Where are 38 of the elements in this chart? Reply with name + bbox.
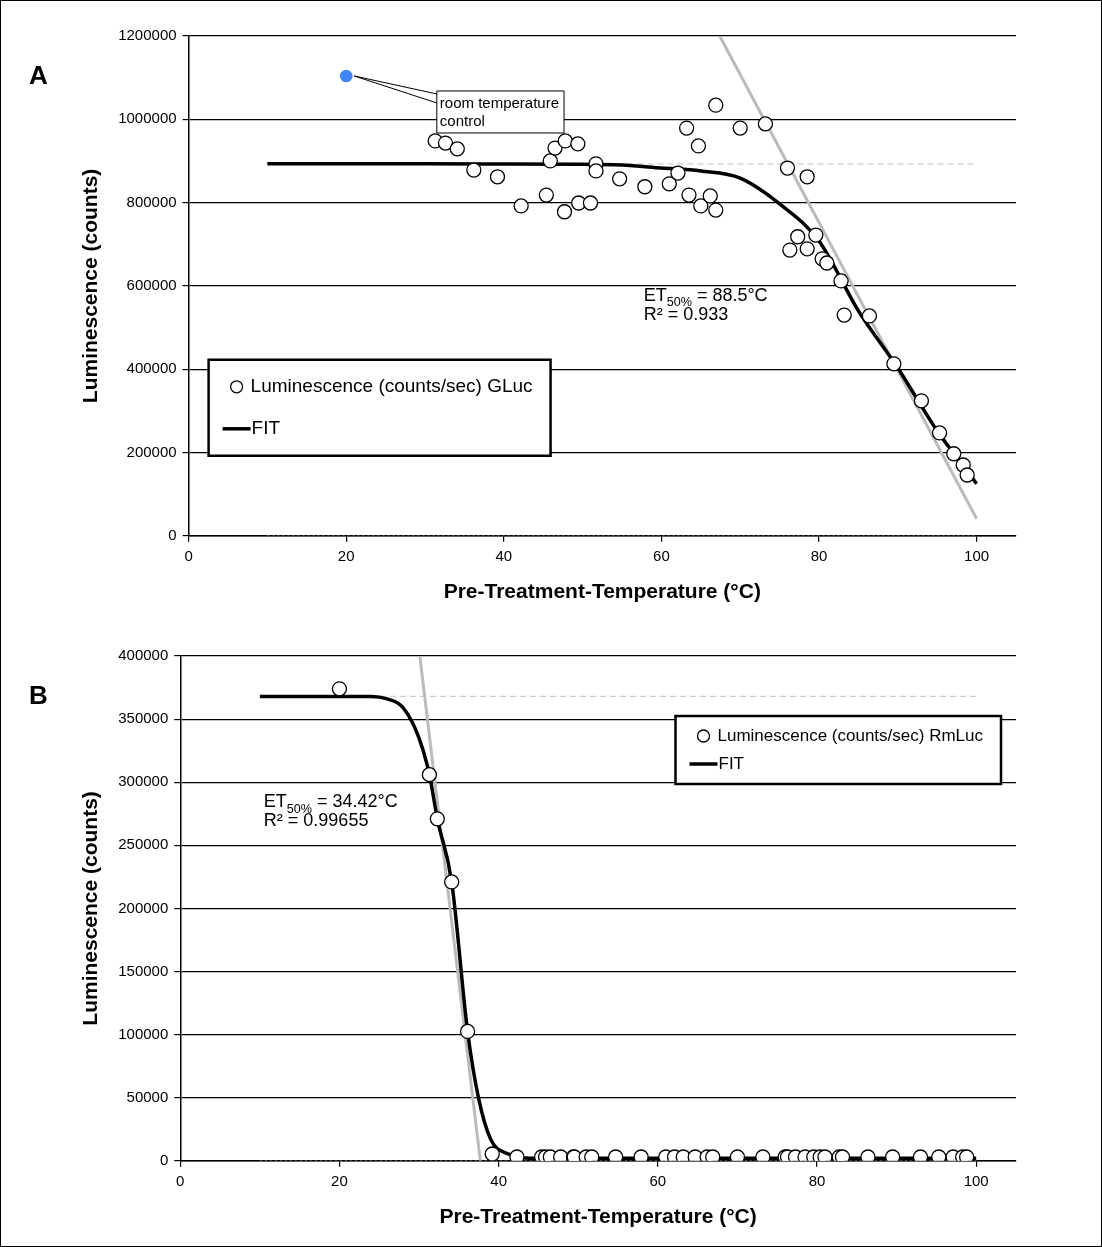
- x-tick-label: 0: [184, 546, 193, 564]
- x-tick-label: 60: [649, 1171, 667, 1189]
- x-tick-label: 80: [810, 546, 828, 564]
- text: B: [29, 680, 48, 710]
- y-tick-label: 350000: [118, 709, 169, 727]
- x-tick-label: 40: [490, 1171, 507, 1189]
- x-axis-title: Pre-Treatment-Temperature (°C): [443, 579, 761, 603]
- x-tick-label: 100: [963, 1171, 989, 1189]
- legend-label: Luminescence (counts/sec) RmLuc: [717, 725, 984, 745]
- y-tick-label: 150000: [118, 961, 169, 979]
- y-axis-title: Luminescence (counts): [78, 168, 102, 404]
- y-tick-label: 200000: [126, 442, 177, 460]
- y-tick-label: 200000: [118, 898, 169, 916]
- annotation: room temperature control: [439, 93, 560, 129]
- y-axis-title: Luminescence (counts): [78, 791, 102, 1026]
- legend-label: FIT: [251, 417, 281, 439]
- x-tick-label: 20: [331, 1171, 348, 1189]
- y-tick-label: 400000: [118, 646, 169, 664]
- y-tick-label: 300000: [118, 772, 169, 790]
- y-tick-label: 100000: [118, 1024, 169, 1042]
- x-tick-label: 60: [653, 546, 670, 564]
- x-tick-label: 100: [964, 546, 990, 564]
- legend-label: Luminescence (counts/sec) GLuc: [250, 375, 533, 397]
- y-tick-label: 400000: [126, 359, 177, 377]
- y-tick-label: 50000: [126, 1087, 169, 1105]
- y-tick-label: 1000000: [118, 109, 177, 127]
- x-tick-label: 20: [337, 546, 355, 564]
- text: A: [29, 60, 48, 90]
- x-tick-label: 40: [495, 546, 513, 564]
- y-tick-label: 0: [159, 1150, 169, 1168]
- y-tick-label: 600000: [126, 276, 177, 294]
- legend-label: FIT: [718, 753, 744, 773]
- y-tick-label: 250000: [118, 835, 169, 853]
- x-axis-title: Pre-Treatment-Temperature (°C): [439, 1204, 757, 1228]
- y-tick-label: 0: [168, 525, 177, 543]
- y-tick-label: 1200000: [118, 26, 177, 44]
- y-tick-label: 800000: [126, 192, 177, 210]
- x-tick-label: 80: [808, 1171, 826, 1189]
